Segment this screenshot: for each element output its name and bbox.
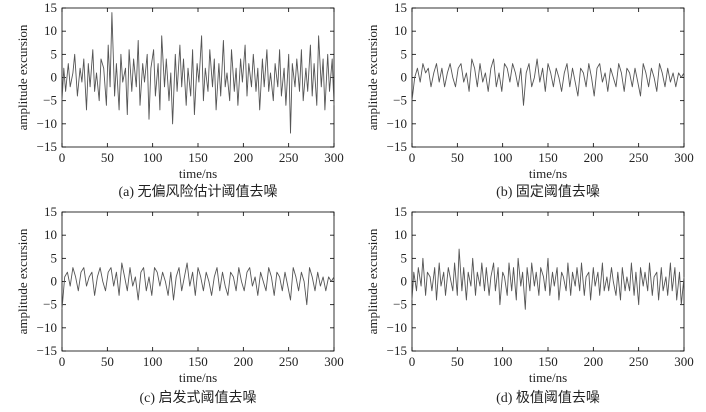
series-line [411,58,685,106]
panel-caption-c: (c) 启发式阈值去噪 [139,390,256,406]
panel-caption-d: (d) 极值阈值去噪 [496,390,600,406]
y-tick-label: −10 [37,116,57,131]
y-tick-label: 15 [44,204,57,219]
x-tick-label: 0 [59,150,66,165]
panel-caption-b: (b) 固定阈值去噪 [496,184,600,200]
x-tick-label: 50 [101,150,114,165]
y-tick-label: 10 [44,23,57,38]
y-axis-title: amplitude excursion [15,228,30,334]
panel-caption-a: (a) 无偏风险估计阈值去噪 [118,184,277,200]
y-tick-label: 5 [51,250,58,265]
y-tick-label: 0 [401,274,408,289]
y-tick-label: 5 [401,250,408,265]
x-tick-label: 250 [629,354,649,369]
x-tick-label: 250 [279,354,299,369]
y-tick-label: −15 [37,343,57,358]
y-axis-title: amplitude excursion [15,24,30,130]
y-tick-label: 15 [394,0,407,15]
y-axis-title: amplitude excursion [365,24,380,130]
plot-frame [61,7,335,148]
x-tick-label: 0 [409,150,416,165]
x-tick-label: 300 [674,354,694,369]
x-tick-label: 100 [143,150,163,165]
x-tick-label: 250 [279,150,299,165]
y-tick-label: −15 [37,139,57,154]
y-tick-label: −10 [387,116,407,131]
x-axis-title: time/ns [179,166,217,181]
y-tick-label: 0 [51,70,58,85]
x-tick-label: 300 [674,150,694,165]
y-tick-label: 0 [51,274,58,289]
x-axis-title: time/ns [179,370,217,385]
series-line [411,248,685,310]
plot-frame [411,211,685,352]
x-axis-title: time/ns [529,166,567,181]
x-tick-label: 300 [324,150,344,165]
x-tick-label: 50 [101,354,114,369]
x-tick-label: 200 [234,150,254,165]
x-tick-label: 150 [538,150,558,165]
y-tick-label: 5 [51,46,58,61]
y-tick-label: −5 [393,297,407,312]
x-tick-label: 150 [188,354,208,369]
y-tick-label: −15 [387,139,407,154]
x-tick-label: 200 [584,354,604,369]
x-tick-label: 250 [629,150,649,165]
x-tick-label: 200 [584,150,604,165]
x-tick-label: 100 [493,354,513,369]
y-tick-label: 10 [44,227,57,242]
y-tick-label: −15 [387,343,407,358]
plot-frame [411,7,685,148]
x-tick-label: 100 [143,354,163,369]
series-line [61,262,335,310]
x-tick-label: 0 [409,354,416,369]
x-axis-title: time/ns [529,370,567,385]
y-axis-title: amplitude excursion [365,228,380,334]
x-tick-label: 300 [324,354,344,369]
y-tick-label: 10 [394,23,407,38]
plot-frame [61,211,335,352]
y-tick-label: −5 [393,93,407,108]
y-tick-label: −10 [37,320,57,335]
series-line [61,12,335,134]
x-tick-label: 150 [538,354,558,369]
x-tick-label: 150 [188,150,208,165]
x-tick-label: 200 [234,354,254,369]
y-tick-label: 5 [401,46,408,61]
y-tick-label: 15 [44,0,57,15]
x-tick-label: 0 [59,354,66,369]
y-tick-label: −5 [43,93,57,108]
y-tick-label: −10 [387,320,407,335]
y-tick-label: −5 [43,297,57,312]
x-tick-label: 50 [451,150,464,165]
y-tick-label: 15 [394,204,407,219]
y-tick-label: 0 [401,70,408,85]
y-tick-label: 10 [394,227,407,242]
x-tick-label: 100 [493,150,513,165]
x-tick-label: 50 [451,354,464,369]
